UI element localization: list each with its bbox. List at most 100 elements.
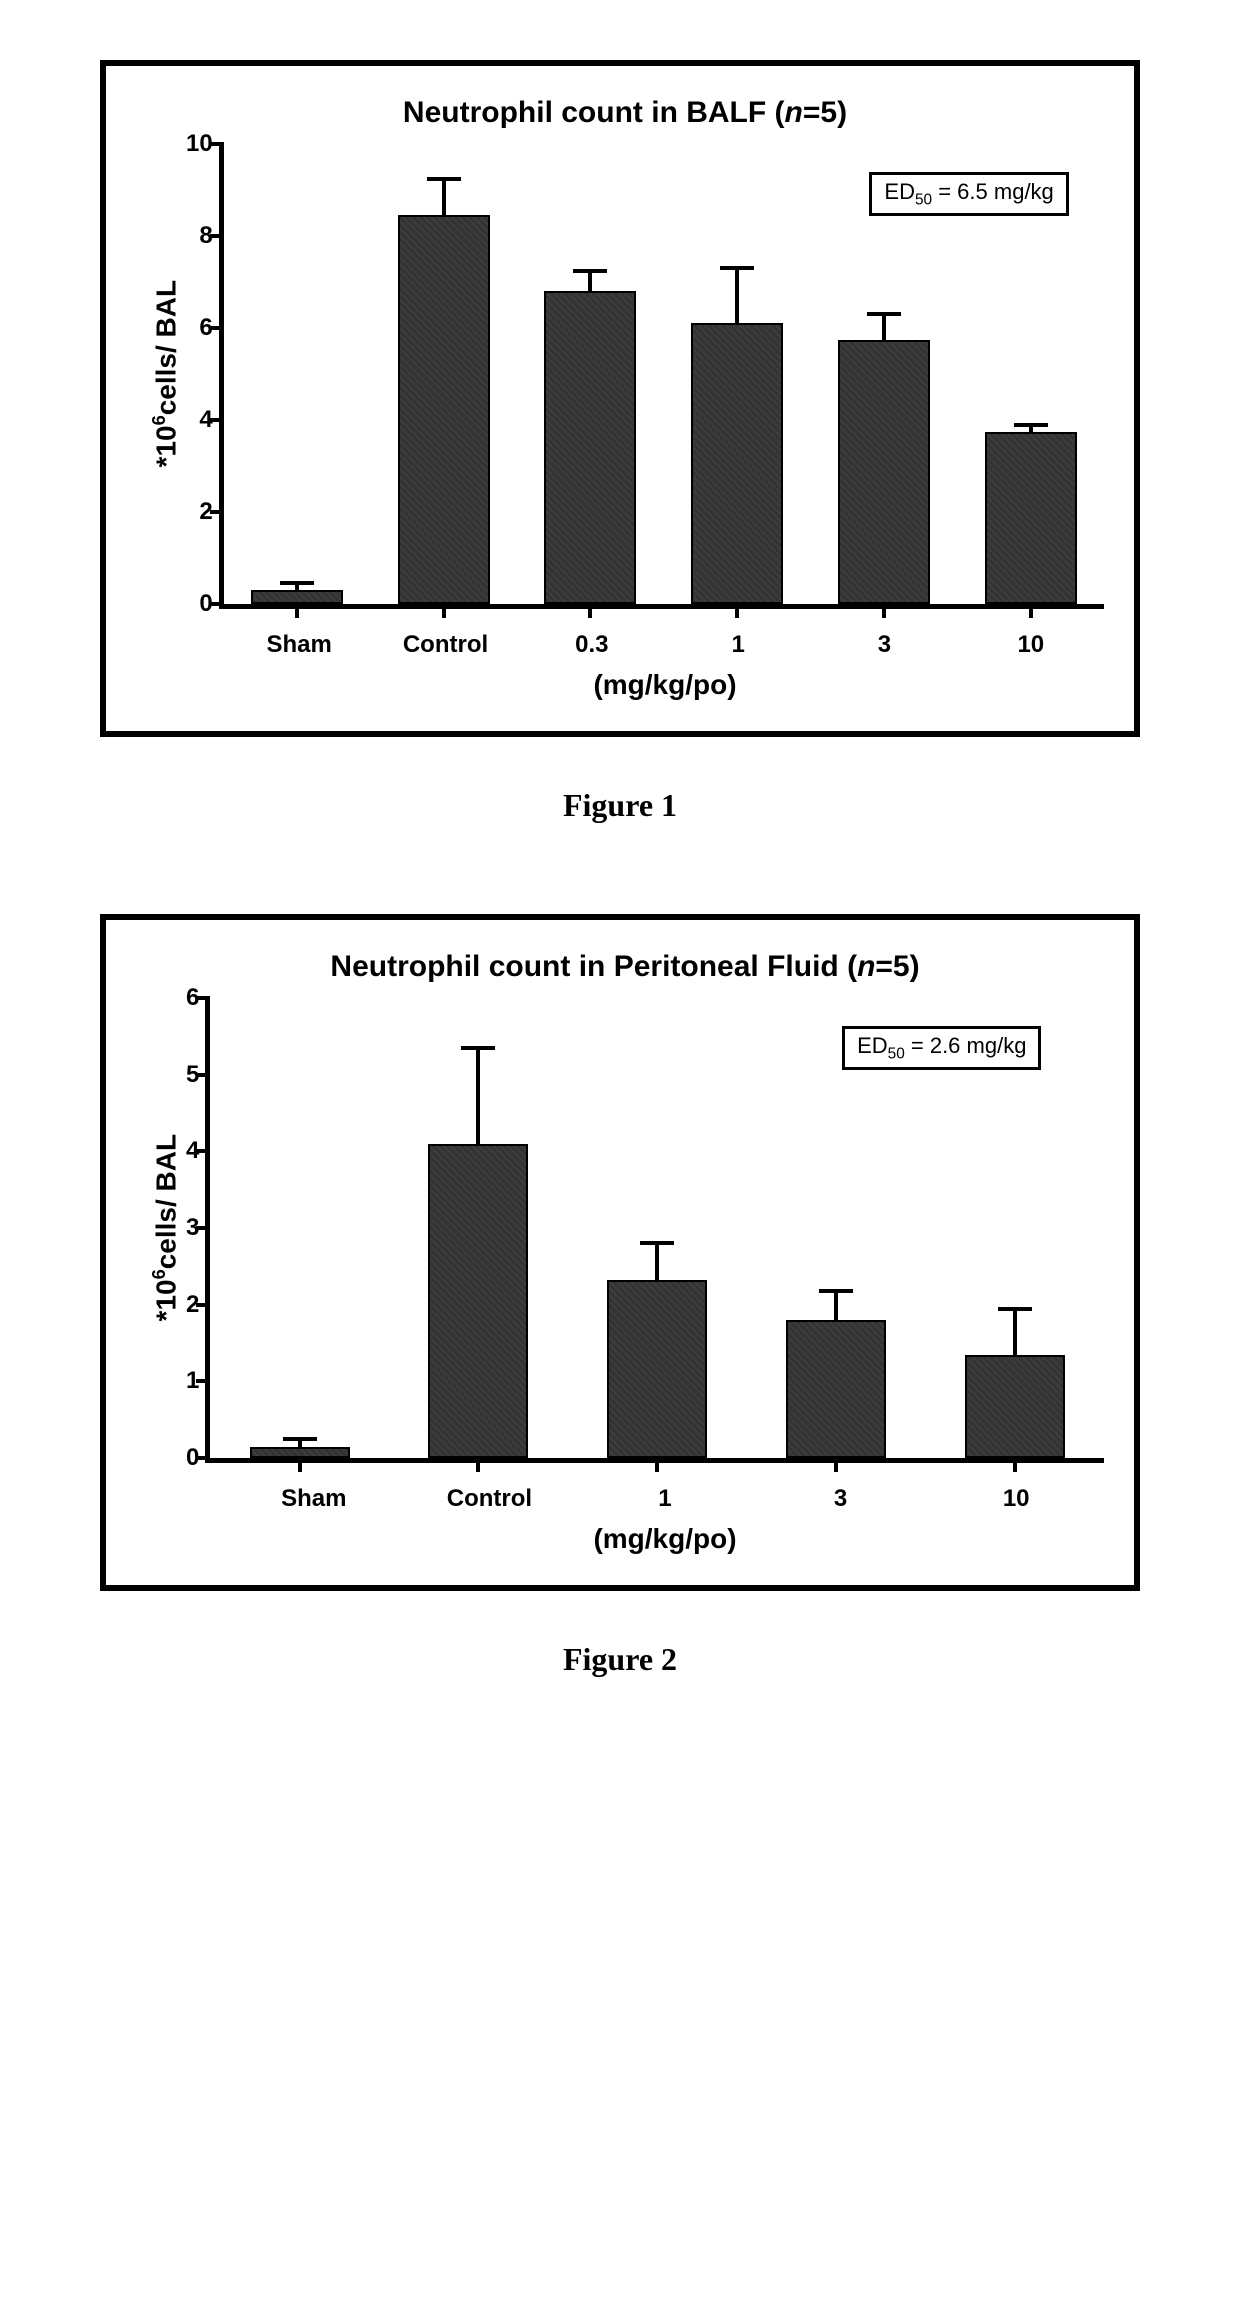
- x-axis-label: (mg/kg/po): [146, 1523, 1104, 1555]
- x-tick-label: Sham: [226, 1485, 402, 1513]
- legend-sub: 50: [915, 191, 932, 208]
- bar-wrap: [925, 1355, 1104, 1459]
- bar: [428, 1144, 528, 1458]
- x-tick-label: 0.3: [519, 631, 665, 659]
- error-bar: [655, 1243, 659, 1280]
- x-tick-labels: ShamControl1310: [226, 1485, 1104, 1513]
- bar-wrap: [224, 590, 371, 604]
- error-bar: [1029, 425, 1033, 432]
- bar: [398, 215, 490, 604]
- ylabel-prefix: *10: [151, 426, 182, 468]
- x-tick-label: Control: [372, 631, 518, 659]
- y-tick-mark: [196, 1303, 210, 1307]
- x-tick-mark: [735, 604, 739, 618]
- error-bar: [1013, 1309, 1017, 1355]
- legend-ed50: ED50 = 6.5 mg/kg: [869, 172, 1068, 216]
- plot-area: ED50 = 6.5 mg/kg: [219, 144, 1104, 609]
- figure-2: Neutrophil count in Peritoneal Fluid (n=…: [100, 914, 1140, 1678]
- bar-wrap: [664, 323, 811, 604]
- x-tick-mark: [476, 1458, 480, 1472]
- x-tick-mark: [834, 1458, 838, 1472]
- x-tick-label: 1: [577, 1485, 753, 1513]
- y-tick-mark: [196, 1379, 210, 1383]
- legend-suffix: = 6.5 mg/kg: [932, 179, 1054, 204]
- plot-area: ED50 = 2.6 mg/kg: [205, 998, 1104, 1463]
- y-tick-mark: [210, 234, 224, 238]
- bar: [544, 291, 636, 604]
- bar: [838, 340, 930, 605]
- x-tick-mark: [442, 604, 446, 618]
- x-tick-label: 3: [811, 631, 957, 659]
- y-tick-mark: [210, 510, 224, 514]
- y-tick-mark: [196, 1456, 210, 1460]
- bar-wrap: [210, 1447, 389, 1459]
- x-tick-label: Sham: [226, 631, 372, 659]
- error-bar: [298, 1439, 302, 1447]
- x-tick-label: 1: [665, 631, 811, 659]
- ylabel-prefix: *10: [151, 1280, 182, 1322]
- x-tick-label: Control: [402, 1485, 578, 1513]
- chart-frame: Neutrophil count in Peritoneal Fluid (n=…: [100, 914, 1140, 1591]
- title-prefix: Neutrophil count in Peritoneal Fluid (: [330, 950, 857, 983]
- title-suffix: =5): [803, 96, 847, 129]
- ylabel-suffix: cells/ BAL: [151, 280, 182, 415]
- error-bar: [295, 583, 299, 590]
- figure-caption: Figure 1: [100, 787, 1140, 824]
- chart-title: Neutrophil count in Peritoneal Fluid (n=…: [146, 950, 1104, 984]
- bar-wrap: [811, 340, 958, 605]
- y-axis-label: *106cells/ BAL: [149, 280, 182, 468]
- x-tick-mark: [882, 604, 886, 618]
- legend-ed50: ED50 = 2.6 mg/kg: [842, 1026, 1041, 1070]
- y-tick-mark: [210, 418, 224, 422]
- y-tick-mark: [210, 142, 224, 146]
- legend-sub: 50: [888, 1045, 905, 1062]
- bar: [607, 1280, 707, 1458]
- y-tick-mark: [196, 996, 210, 1000]
- bar: [786, 1320, 886, 1458]
- error-bar: [442, 179, 446, 216]
- bar: [965, 1355, 1065, 1459]
- y-tick-mark: [210, 602, 224, 606]
- title-n: n: [857, 950, 875, 983]
- y-axis-label: *106cells/ BAL: [149, 1134, 182, 1322]
- error-bar: [476, 1048, 480, 1144]
- error-bar: [588, 271, 592, 292]
- figure-caption: Figure 2: [100, 1641, 1140, 1678]
- error-bar: [882, 314, 886, 339]
- x-tick-mark: [1013, 1458, 1017, 1472]
- chart-frame: Neutrophil count in BALF (n=5) *106cells/…: [100, 60, 1140, 737]
- bar: [251, 590, 343, 604]
- x-tick-label: 3: [753, 1485, 929, 1513]
- bar-wrap: [389, 1144, 568, 1458]
- y-tick-labels: 1086420: [186, 144, 219, 604]
- chart-title: Neutrophil count in BALF (n=5): [146, 96, 1104, 130]
- error-bar: [735, 268, 739, 323]
- bar-wrap: [568, 1280, 747, 1458]
- y-tick-mark: [196, 1226, 210, 1230]
- error-bar: [834, 1291, 838, 1320]
- x-axis-label: (mg/kg/po): [146, 669, 1104, 701]
- x-tick-mark: [295, 604, 299, 618]
- title-n: n: [785, 96, 803, 129]
- x-tick-mark: [588, 604, 592, 618]
- ylabel-sup: 6: [149, 416, 169, 426]
- x-tick-mark: [1029, 604, 1033, 618]
- y-tick-mark: [196, 1149, 210, 1153]
- bar-wrap: [370, 215, 517, 604]
- legend-prefix: ED: [857, 1033, 888, 1058]
- bar: [691, 323, 783, 604]
- x-tick-labels: ShamControl0.31310: [226, 631, 1104, 659]
- x-tick-label: 10: [958, 631, 1104, 659]
- ylabel-sup: 6: [149, 1270, 169, 1280]
- title-prefix: Neutrophil count in BALF (: [403, 96, 785, 129]
- y-tick-mark: [196, 1073, 210, 1077]
- title-suffix: =5): [875, 950, 919, 983]
- legend-suffix: = 2.6 mg/kg: [905, 1033, 1027, 1058]
- y-tick-mark: [210, 326, 224, 330]
- x-tick-mark: [298, 1458, 302, 1472]
- legend-prefix: ED: [884, 179, 915, 204]
- ylabel-suffix: cells/ BAL: [151, 1134, 182, 1269]
- bar: [250, 1447, 350, 1459]
- bar: [985, 432, 1077, 605]
- bar-wrap: [957, 432, 1104, 605]
